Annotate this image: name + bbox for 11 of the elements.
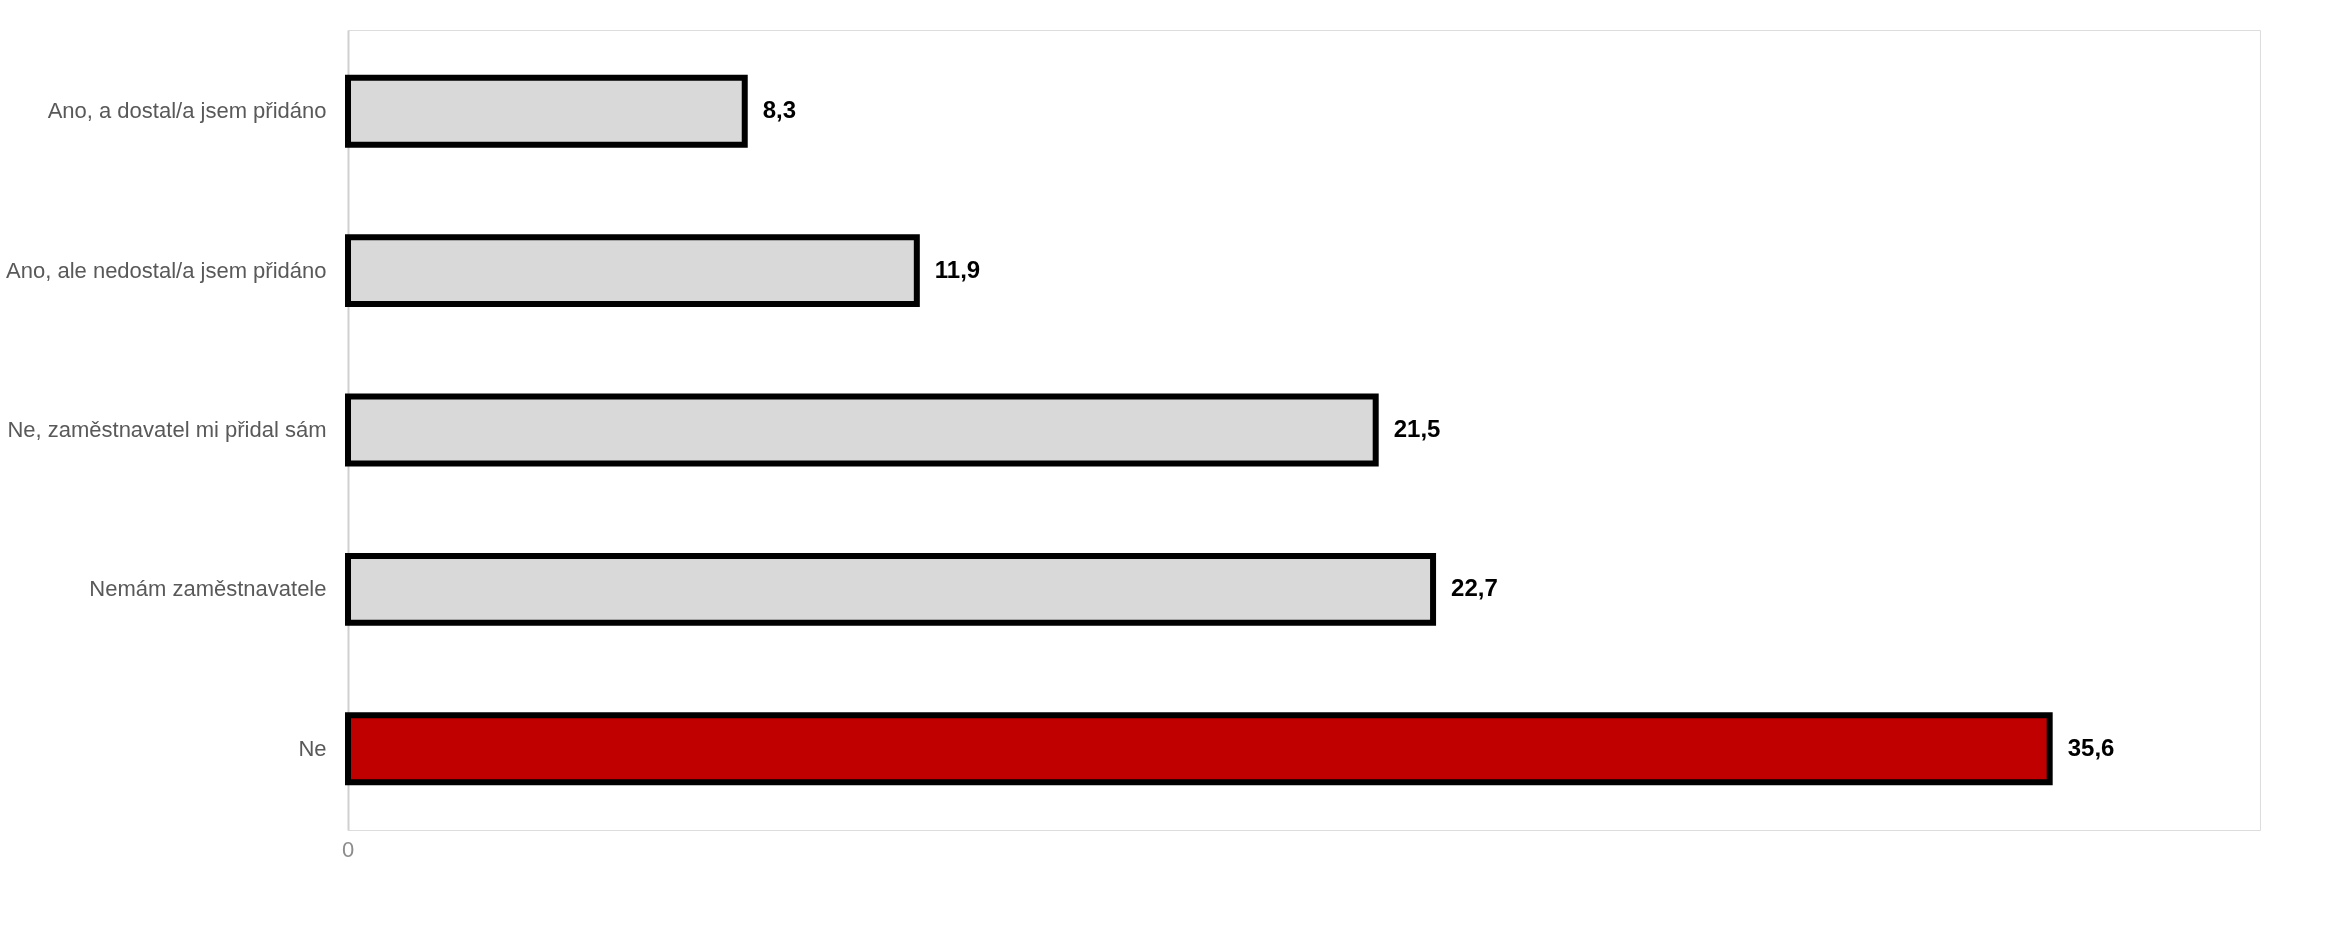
y-tick-label: Nemám zaměstnavatele bbox=[89, 576, 327, 602]
data-label: 11,9 bbox=[934, 255, 981, 283]
data-label: 8,3 bbox=[762, 96, 797, 124]
y-tick-label: Ano, ale nedostal/a jsem přidáno bbox=[6, 257, 327, 283]
data-label: 21,5 bbox=[1393, 415, 1441, 442]
y-tick-label: Ano, a dostal/a jsem přidáno bbox=[47, 98, 327, 124]
data-label: 35,6 bbox=[2067, 733, 2115, 761]
data-label: 22,7 bbox=[1451, 574, 1498, 602]
y-tick-label: Ne, zaměstnavatel mi přidal sám bbox=[7, 417, 327, 442]
y-tick-label: Ne bbox=[298, 735, 327, 761]
text: 0 bbox=[341, 837, 355, 862]
